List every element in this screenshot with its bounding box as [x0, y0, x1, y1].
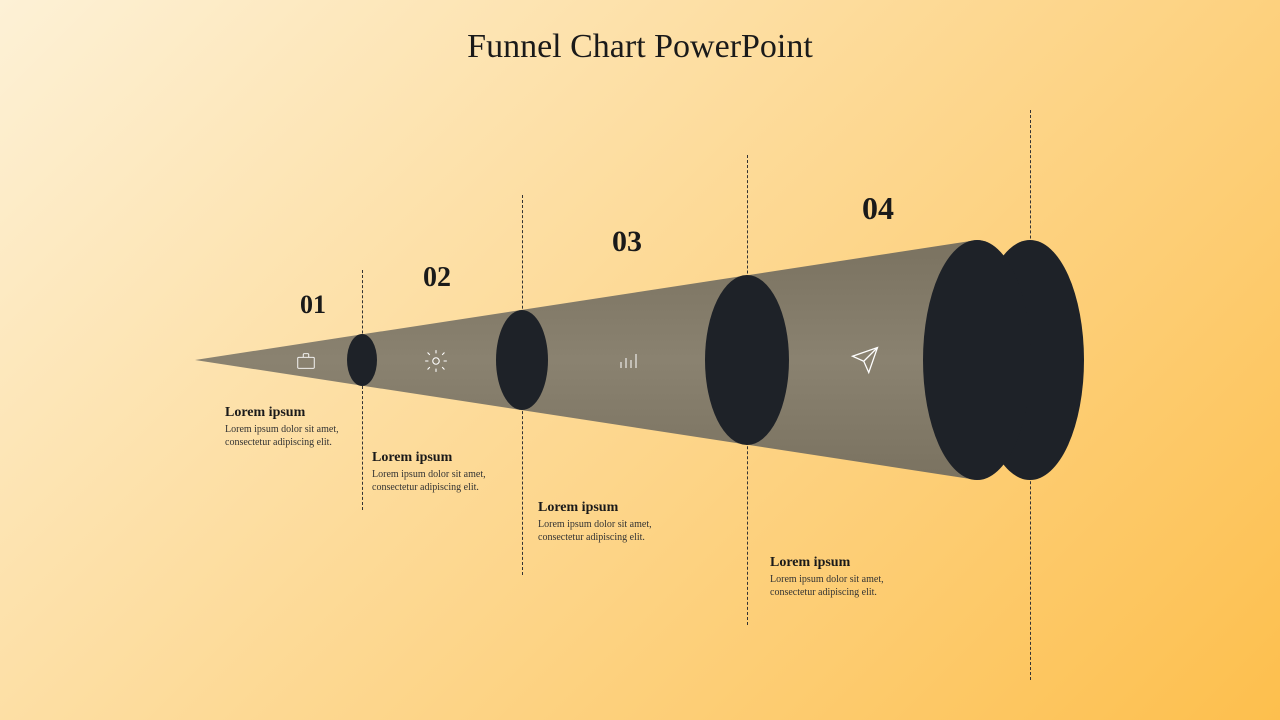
- stage-ellipse-3: [705, 275, 789, 445]
- gear-icon: [423, 348, 449, 379]
- stage-caption-2: Lorem ipsum Lorem ipsum dolor sit amet, c…: [372, 450, 522, 494]
- stage-number-2: 02: [423, 262, 451, 294]
- caption-body: Lorem ipsum dolor sit amet, consectetur …: [372, 468, 522, 494]
- caption-heading: Lorem ipsum: [372, 450, 522, 466]
- caption-heading: Lorem ipsum: [538, 500, 688, 516]
- stage-caption-1: Lorem ipsum Lorem ipsum dolor sit amet, c…: [225, 405, 375, 449]
- bars-icon: [615, 348, 641, 377]
- caption-heading: Lorem ipsum: [770, 555, 920, 571]
- plane-icon: [850, 345, 880, 380]
- stage-divider-1: [362, 270, 363, 510]
- stage-number-4: 04: [862, 190, 894, 227]
- caption-body: Lorem ipsum dolor sit amet, consectetur …: [225, 423, 375, 449]
- stage-number-1: 01: [300, 290, 326, 320]
- stage-ellipse-2: [496, 310, 548, 410]
- stage-caption-3: Lorem ipsum Lorem ipsum dolor sit amet, c…: [538, 500, 688, 544]
- stage-number-3: 03: [612, 225, 642, 259]
- caption-heading: Lorem ipsum: [225, 405, 375, 421]
- caption-body: Lorem ipsum dolor sit amet, consectetur …: [770, 573, 920, 599]
- stage-caption-4: Lorem ipsum Lorem ipsum dolor sit amet, c…: [770, 555, 920, 599]
- briefcase-icon: [295, 350, 317, 377]
- cone-end-ellipse: [923, 240, 1031, 480]
- caption-body: Lorem ipsum dolor sit amet, consectetur …: [538, 518, 688, 544]
- stage-ellipse-1: [347, 334, 377, 386]
